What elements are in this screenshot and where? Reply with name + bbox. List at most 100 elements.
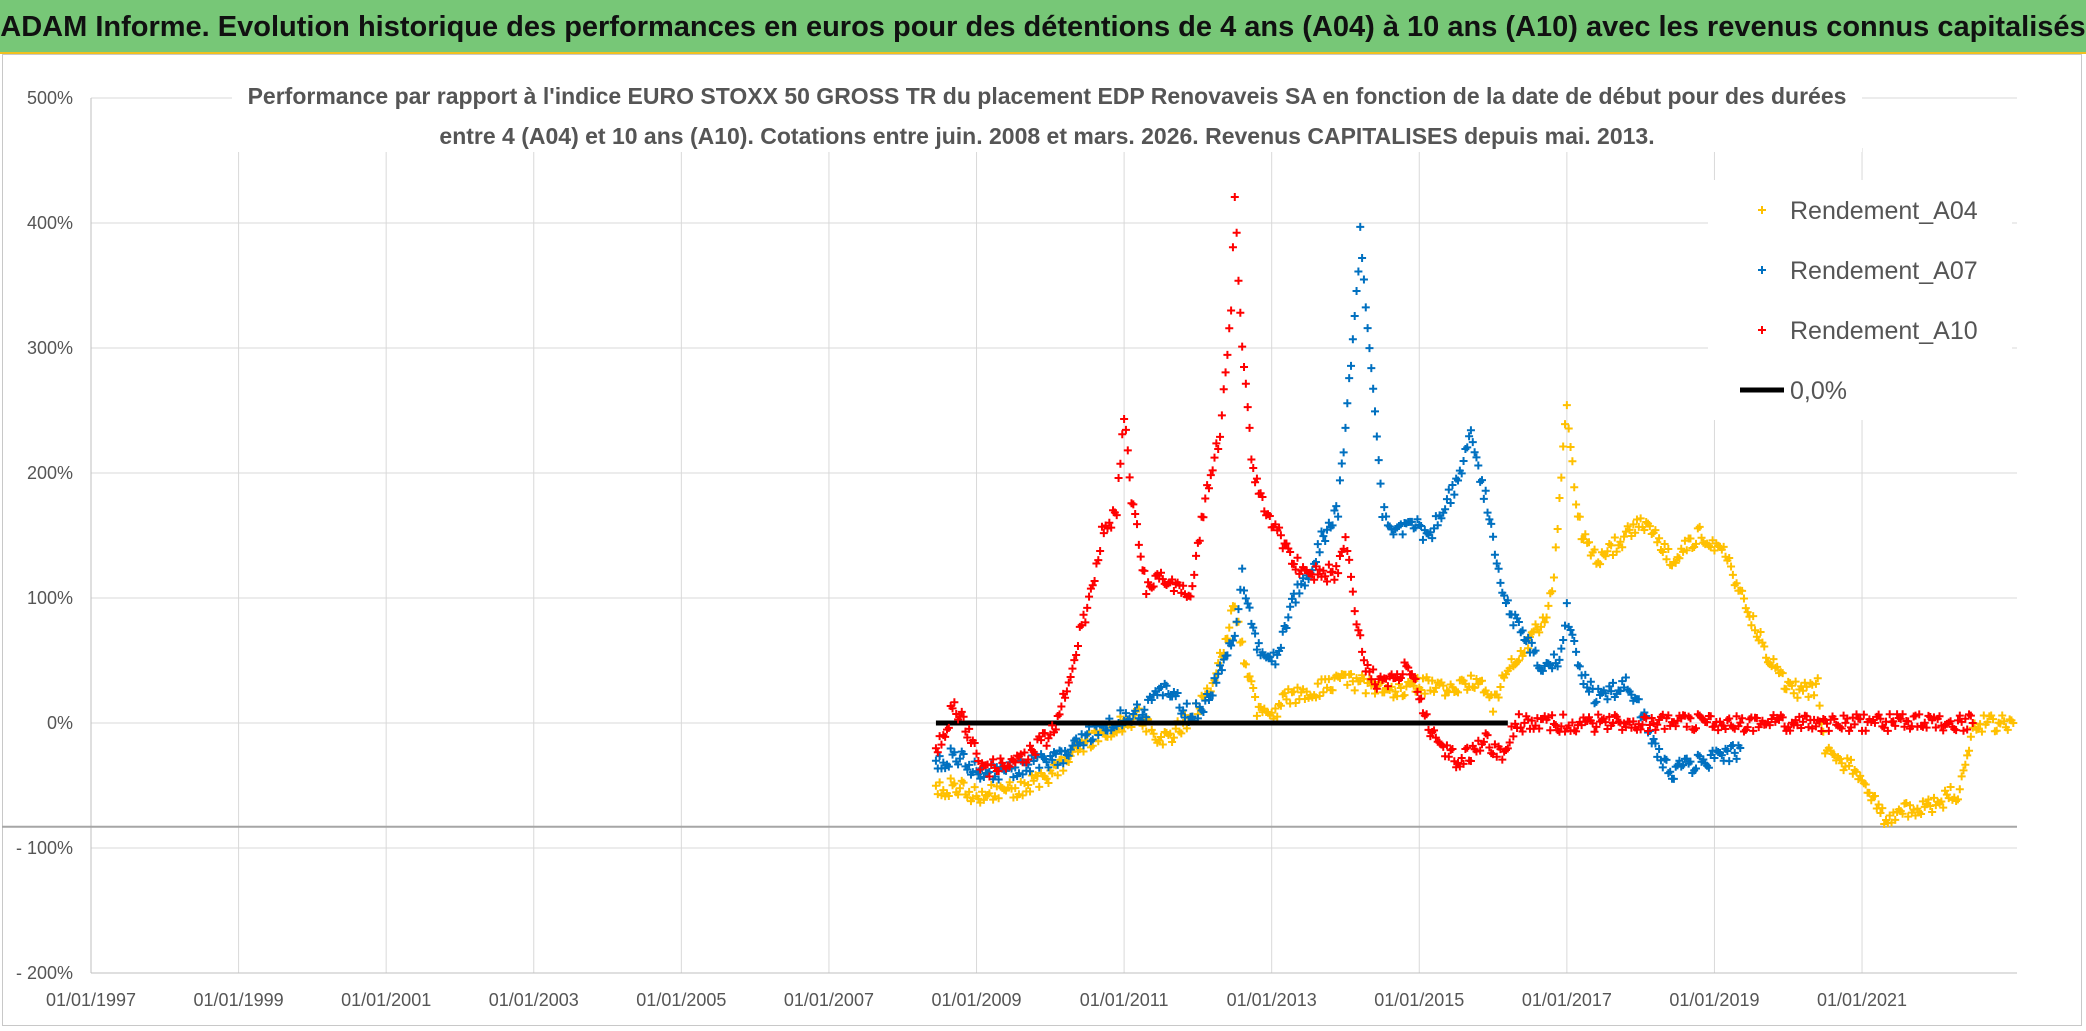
data-point — [1699, 755, 1708, 764]
data-point — [1439, 742, 1448, 751]
data-point — [1773, 662, 1782, 671]
data-point — [1666, 767, 1675, 776]
data-point — [1324, 675, 1333, 684]
data-point — [1725, 714, 1734, 723]
data-point — [931, 744, 940, 753]
data-point — [1789, 689, 1798, 698]
data-point — [1343, 680, 1352, 689]
data-point — [1291, 699, 1300, 708]
data-point — [1544, 601, 1553, 610]
data-point — [1061, 747, 1070, 756]
data-point — [1158, 575, 1167, 584]
data-point — [1966, 711, 1975, 720]
data-point — [1679, 761, 1688, 770]
data-point — [1053, 771, 1062, 780]
data-point — [1383, 682, 1392, 691]
data-point — [1500, 591, 1509, 600]
data-point — [1686, 714, 1695, 723]
data-point — [946, 774, 955, 783]
data-point — [1601, 689, 1610, 698]
data-point — [1448, 480, 1457, 489]
data-point — [1856, 715, 1865, 724]
data-point — [1625, 525, 1634, 534]
data-point — [1483, 508, 1492, 517]
data-point — [1227, 641, 1236, 650]
data-point — [1479, 494, 1488, 503]
data-point — [1769, 655, 1778, 664]
data-point — [1572, 500, 1581, 509]
data-point — [1278, 627, 1287, 636]
data-point — [1347, 572, 1356, 581]
data-point — [1607, 541, 1616, 550]
y-tick-label: - 100% — [16, 838, 73, 858]
data-point — [1042, 758, 1051, 767]
data-point — [1350, 312, 1359, 321]
data-point — [1014, 790, 1023, 799]
data-point — [1430, 726, 1439, 735]
data-point — [1371, 680, 1379, 689]
data-point — [1418, 674, 1427, 683]
data-point — [1282, 539, 1291, 548]
data-point — [1548, 711, 1557, 720]
data-point — [1608, 678, 1617, 687]
data-point — [1188, 712, 1197, 721]
data-point — [1664, 545, 1673, 554]
x-tick-label: 01/01/2017 — [1522, 990, 1612, 1010]
data-point — [1651, 725, 1660, 734]
data-point — [1463, 743, 1472, 752]
data-point — [1728, 570, 1737, 579]
data-point — [1953, 716, 1962, 725]
data-point — [1465, 432, 1474, 441]
data-point — [1131, 509, 1140, 518]
data-point — [1221, 368, 1230, 377]
data-point — [1610, 533, 1619, 542]
data-point — [1603, 695, 1612, 704]
data-point — [1732, 579, 1741, 588]
data-point — [1704, 763, 1713, 772]
data-point — [1321, 572, 1330, 581]
data-point — [1085, 592, 1094, 601]
data-point — [1348, 335, 1357, 344]
data-point — [1929, 713, 1938, 722]
data-point — [1149, 582, 1158, 591]
data-point — [1267, 708, 1276, 717]
data-point — [1140, 566, 1149, 575]
data-point — [1254, 639, 1263, 648]
data-point — [1607, 687, 1616, 696]
data-point — [965, 787, 974, 796]
data-point — [1323, 577, 1332, 586]
data-point — [1568, 457, 1577, 466]
data-point — [1147, 696, 1156, 705]
data-point — [1977, 727, 1986, 736]
data-point — [1031, 750, 1040, 759]
data-point — [1044, 763, 1053, 772]
data-point — [1531, 646, 1540, 655]
data-point — [1566, 442, 1575, 451]
data-point — [1247, 455, 1256, 464]
data-point — [1367, 675, 1376, 684]
data-point — [1470, 448, 1479, 457]
data-point — [1952, 726, 1961, 735]
data-point — [1094, 556, 1103, 565]
data-point — [1407, 517, 1416, 526]
data-point — [1024, 755, 1033, 764]
data-point — [1516, 723, 1525, 732]
data-point — [1572, 727, 1581, 736]
data-point — [1096, 546, 1105, 555]
x-tick-label: 01/01/2011 — [1080, 990, 1169, 1010]
data-point — [968, 768, 977, 777]
data-point — [1282, 695, 1291, 704]
data-point — [1743, 723, 1752, 732]
data-point — [1413, 515, 1422, 524]
data-point — [1245, 603, 1254, 612]
data-point — [1088, 735, 1097, 744]
data-point — [1861, 726, 1870, 735]
data-point — [1168, 575, 1177, 584]
data-point — [944, 762, 953, 771]
data-point — [972, 749, 981, 758]
data-point — [1915, 710, 1924, 719]
data-point — [1064, 678, 1073, 687]
data-point — [1208, 691, 1217, 700]
data-point — [1509, 732, 1518, 741]
data-point — [1448, 744, 1457, 753]
